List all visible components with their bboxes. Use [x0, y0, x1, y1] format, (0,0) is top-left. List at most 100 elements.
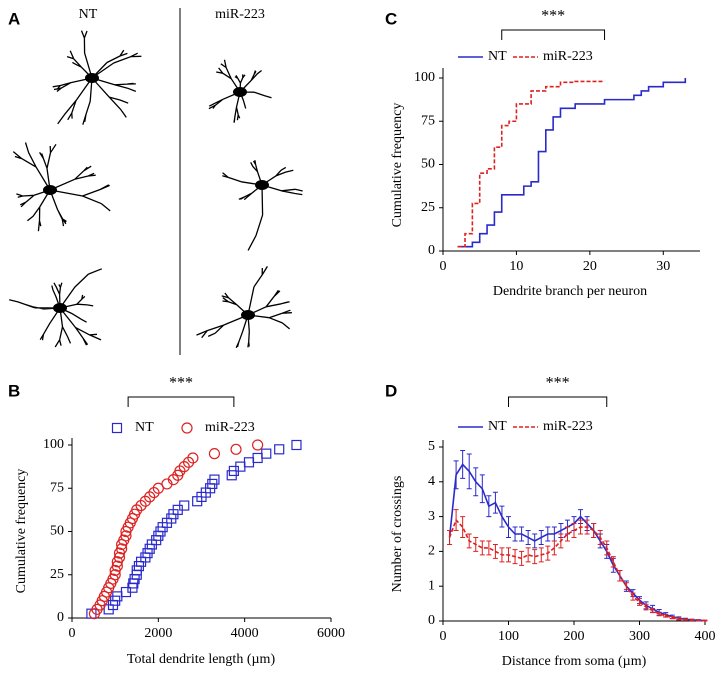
significance-label: ***	[546, 375, 570, 392]
point	[139, 495, 151, 507]
point	[144, 491, 156, 503]
soma	[85, 73, 99, 83]
dendrites	[222, 160, 303, 251]
y-axis-title: Cumulative frequency	[390, 103, 405, 228]
error-bar	[656, 611, 662, 617]
point	[208, 448, 221, 460]
y-tick-label: 0	[57, 610, 64, 625]
significance-bracket	[508, 396, 608, 407]
soma	[53, 303, 67, 313]
error-bar	[460, 449, 466, 479]
y-tick-label: 3	[428, 509, 435, 524]
error-bar	[610, 556, 616, 568]
x-axis-title: Distance from soma (µm)	[502, 654, 647, 669]
point	[113, 551, 126, 564]
soma	[43, 185, 57, 195]
error-bar	[545, 545, 551, 561]
error-bar	[525, 547, 531, 563]
x-tick-label: 200	[564, 629, 585, 644]
y-axis-title: Cumulative frequency	[14, 469, 29, 594]
error-bar	[597, 530, 603, 545]
point	[182, 456, 195, 468]
error-bar	[538, 547, 544, 563]
error-bar	[538, 530, 544, 545]
x-tick-label: 2000	[144, 626, 172, 641]
x-tick-label: 0	[440, 259, 447, 274]
error-bar	[512, 549, 518, 565]
point	[120, 530, 132, 542]
legend-label: miR-223	[543, 49, 593, 64]
dendrites	[12, 142, 111, 232]
error-bar	[447, 530, 453, 545]
point	[179, 500, 190, 511]
error-bar	[486, 540, 492, 556]
y-tick-label: 2	[428, 544, 435, 559]
panel-letter: B	[8, 381, 20, 400]
error-bar	[591, 523, 597, 538]
error-bar	[499, 505, 505, 528]
panel-letter: A	[8, 9, 20, 28]
point	[111, 560, 123, 572]
y-tick-label: 5	[428, 439, 435, 454]
error-bar	[650, 607, 656, 614]
y-tick-label: 75	[421, 113, 435, 128]
y-tick-label: 50	[421, 157, 435, 172]
y-tick-label: 0	[428, 613, 435, 628]
point	[252, 452, 263, 464]
point	[116, 543, 128, 555]
series-line	[448, 518, 706, 622]
legend-label: miR-223	[543, 419, 593, 434]
error-bar	[551, 540, 557, 556]
error-bar	[525, 530, 531, 545]
legend-label: NT	[488, 419, 507, 434]
y-tick-label: 50	[50, 524, 64, 539]
x-tick-label: 400	[695, 629, 716, 644]
error-bar	[499, 547, 505, 563]
error-bar	[492, 491, 498, 514]
y-tick-label: 25	[421, 200, 435, 215]
group-label: NT	[79, 7, 98, 22]
error-bar	[473, 467, 479, 497]
error-bar	[617, 570, 623, 582]
error-bar	[669, 615, 675, 620]
error-bar	[578, 519, 584, 535]
legend-label: NT	[488, 49, 507, 64]
point	[291, 439, 302, 451]
x-axis-title: Total dendrite length (µm)	[127, 652, 276, 667]
error-bar	[663, 613, 669, 618]
error-bar	[689, 618, 695, 622]
x-tick-label: 10	[509, 259, 523, 274]
significance-label: ***	[169, 375, 193, 392]
error-bar	[506, 516, 511, 538]
point	[187, 452, 199, 464]
y-tick-label: 75	[50, 480, 64, 495]
error-bar	[571, 523, 577, 538]
point	[167, 474, 180, 486]
error-bar	[584, 519, 590, 535]
legend-marker	[181, 422, 193, 434]
panel-letter: D	[385, 381, 397, 400]
error-bar	[466, 453, 472, 490]
y-tick-label: 100	[414, 70, 435, 85]
group-label: miR-223	[215, 7, 265, 22]
error-bar	[604, 540, 610, 556]
error-bar	[473, 536, 479, 552]
error-bar	[466, 533, 472, 549]
point	[274, 444, 285, 455]
soma	[233, 87, 247, 97]
error-bar	[506, 547, 511, 563]
error-bar	[676, 617, 682, 621]
error-bar	[643, 603, 649, 611]
x-tick-label: 300	[629, 629, 650, 644]
series-line	[448, 463, 706, 622]
point	[174, 465, 186, 477]
series-line	[457, 80, 605, 248]
error-bar	[637, 597, 642, 606]
error-bar	[492, 543, 498, 559]
error-bar	[682, 618, 688, 621]
x-axis-title: Dendrite branch per neuron	[493, 284, 647, 299]
legend-label: miR-223	[205, 420, 255, 435]
x-tick-label: 20	[583, 259, 597, 274]
error-bar	[558, 533, 564, 549]
x-tick-label: 6000	[317, 626, 345, 641]
